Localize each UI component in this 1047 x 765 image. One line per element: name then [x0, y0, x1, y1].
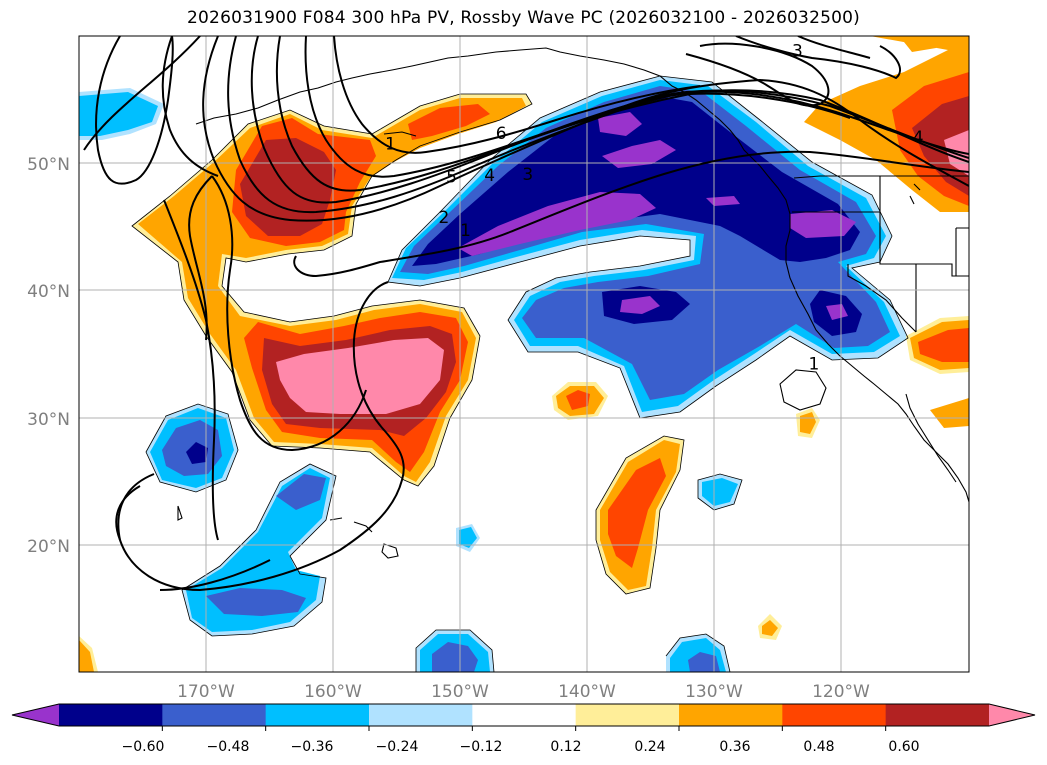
colorbar-segment	[472, 704, 577, 726]
colorbar-label: −0.60	[122, 739, 165, 755]
colorbar-segment	[782, 704, 887, 726]
colorbar-label: −0.36	[291, 739, 334, 755]
colorbar-label: 0.48	[803, 739, 834, 755]
pv-contours	[83, 36, 969, 592]
positive-anomaly-subtropical	[79, 382, 820, 672]
coastlines	[177, 47, 969, 559]
colorbar-label: 0.36	[719, 739, 750, 755]
lat-tick-labels: 50°N 40°N 30°N 20°N	[27, 155, 70, 557]
colorbar-label: −0.48	[207, 739, 250, 755]
contour-label: 1	[808, 354, 819, 374]
map-frame	[78, 35, 970, 673]
colorbar-label: −0.12	[460, 739, 503, 755]
lat-tick-40: 40°N	[27, 282, 70, 302]
colorbar-extend-min	[12, 704, 59, 726]
contour-label: 1	[460, 221, 471, 241]
colorbar-label: −0.24	[376, 739, 419, 755]
contour-label: 4	[913, 128, 924, 148]
lon-tick-labels: 170°W 160°W 150°W 140°W 130°W 120°W	[177, 682, 870, 702]
gridlines	[79, 36, 969, 672]
contour-label: 3	[522, 165, 533, 185]
colorbar-segment	[59, 704, 163, 726]
colorbar-label: 0.12	[550, 739, 581, 755]
contour-label: 6	[496, 124, 507, 144]
lon-tick-150w: 150°W	[431, 682, 489, 702]
colorbar-segment	[679, 704, 783, 726]
positive-anomaly-mexico	[906, 316, 969, 428]
colorbar-segment	[162, 704, 267, 726]
lat-tick-20: 20°N	[27, 537, 70, 557]
lon-tick-140w: 140°W	[558, 682, 616, 702]
colorbar-segment	[885, 704, 990, 726]
lat-tick-30: 30°N	[27, 410, 70, 430]
colorbar	[11, 703, 1036, 731]
lon-tick-120w: 120°W	[812, 682, 870, 702]
contour-label: 4	[484, 166, 495, 186]
colorbar-extend-max	[989, 704, 1035, 726]
contour-label: 3	[792, 42, 803, 62]
colorbar-label: 0.24	[634, 739, 665, 755]
colorbar-segment	[265, 704, 370, 726]
map-title: 2026031900 F084 300 hPa PV, Rossby Wave …	[187, 8, 860, 28]
contour-label: 5	[446, 167, 457, 187]
colorbar-segment	[575, 704, 680, 726]
colorbar-tick-labels: −0.60 −0.48 −0.36 −0.24 −0.12 0.12 0.24 …	[122, 739, 920, 755]
colorbar-segment	[369, 704, 473, 726]
shading-outlines	[131, 75, 909, 672]
colorbar-label: 0.60	[888, 739, 919, 755]
lon-tick-160w: 160°W	[304, 682, 362, 702]
contour-label: 2	[438, 208, 449, 228]
lon-tick-170w: 170°W	[177, 682, 235, 702]
lat-tick-50: 50°N	[27, 155, 70, 175]
colorbar-outline	[11, 703, 1036, 727]
lon-tick-130w: 130°W	[685, 682, 743, 702]
contour-label: 1	[385, 134, 396, 154]
